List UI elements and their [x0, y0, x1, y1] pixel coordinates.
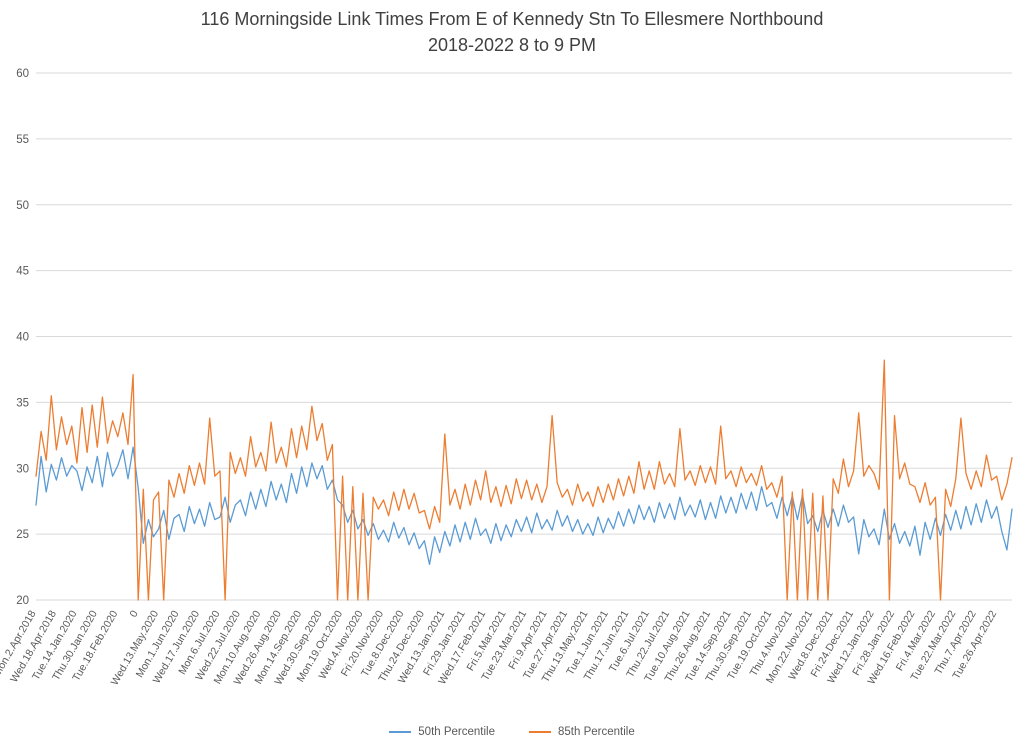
- legend: 50th Percentile 85th Percentile: [0, 726, 1024, 738]
- chart-title-line2: 2018-2022 8 to 9 PM: [427, 35, 597, 56]
- legend-item-85th-percentile: 85th Percentile: [529, 726, 635, 738]
- legend-line-swatch-85th: [529, 731, 551, 733]
- legend-label-50th: 50th Percentile: [418, 726, 495, 738]
- y-axis-tick-label: 50: [16, 200, 29, 212]
- x-axis-tick-label: 0: [127, 608, 140, 619]
- y-axis-tick-label: 30: [16, 463, 29, 475]
- chart-title: 116 Morningside Link Times From E of Ken…: [0, 6, 1024, 58]
- y-axis-tick-label: 45: [16, 266, 29, 278]
- legend-item-50th-percentile: 50th Percentile: [389, 726, 495, 738]
- series-line-50th: [35, 446, 1013, 566]
- y-axis-tick-label: 35: [16, 397, 29, 409]
- series-line-85th: [35, 359, 1013, 601]
- y-axis-tick-label: 40: [16, 332, 29, 344]
- y-axis-tick-label: 60: [16, 68, 29, 80]
- legend-line-swatch-50th: [389, 731, 412, 733]
- y-axis-tick-label: 20: [16, 595, 29, 607]
- legend-label-85th: 85th Percentile: [558, 726, 635, 738]
- chart-title-line1: 116 Morningside Link Times From E of Ken…: [200, 9, 824, 29]
- y-axis-tick-label: 55: [16, 134, 29, 146]
- y-axis-tick-label: 25: [16, 529, 29, 541]
